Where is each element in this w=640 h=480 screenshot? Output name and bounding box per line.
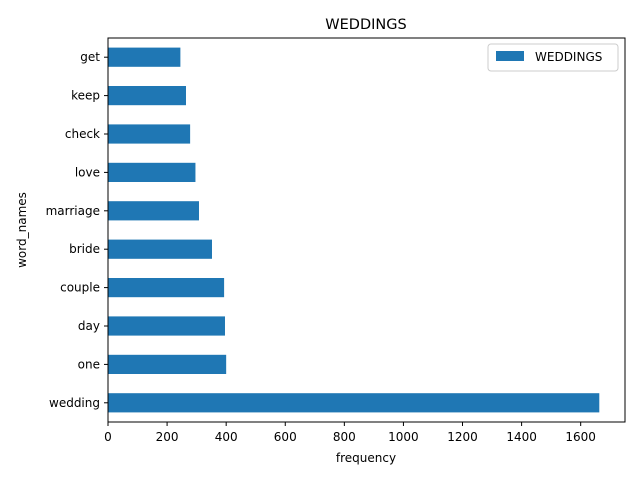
bar-check (108, 124, 191, 144)
y-tick-label: one (78, 357, 100, 371)
x-tick-label: 400 (215, 430, 238, 444)
x-tick-label: 200 (156, 430, 179, 444)
legend: WEDDINGS (487, 43, 619, 72)
bar-marriage (108, 201, 199, 221)
y-tick-label: check (65, 127, 100, 141)
y-tick-label: keep (71, 89, 100, 103)
x-axis-label: frequency (336, 451, 396, 465)
bar-day (108, 316, 225, 336)
x-tick-label: 1200 (447, 430, 478, 444)
y-tick-label: marriage (46, 204, 100, 218)
y-tick-label: get (80, 50, 100, 64)
x-tick-label: 1000 (388, 430, 419, 444)
y-tick-label: couple (60, 281, 100, 295)
bar-keep (108, 86, 186, 106)
bar-wedding (108, 393, 600, 413)
chart-title: WEDDINGS (325, 17, 406, 33)
y-tick-label: love (75, 165, 100, 179)
bar-bride (108, 239, 212, 259)
y-tick-label: wedding (49, 396, 100, 410)
y-tick-label: day (78, 319, 100, 333)
x-axis-ticks: 0 200 400 600 800 1000 1200 1400 1600 (104, 422, 596, 444)
bar-love (108, 162, 196, 182)
x-tick-label: 1600 (565, 430, 596, 444)
y-tick-label: bride (69, 242, 100, 256)
x-tick-label: 800 (333, 430, 356, 444)
plot-frame (107, 37, 626, 423)
y-axis-ticks: wedding one day couple bride marriage love chec… (46, 50, 108, 410)
legend-swatch (496, 51, 524, 61)
x-tick-label: 1400 (506, 430, 537, 444)
x-tick-label: 600 (274, 430, 297, 444)
legend-box (487, 43, 619, 72)
bars-group (108, 47, 600, 413)
y-axis-label: word_names (15, 192, 29, 268)
bar-couple (108, 278, 225, 298)
bar-get (108, 47, 181, 67)
x-tick-label: 0 (104, 430, 112, 444)
bar-one (108, 354, 227, 374)
legend-label: WEDDINGS (535, 50, 602, 64)
